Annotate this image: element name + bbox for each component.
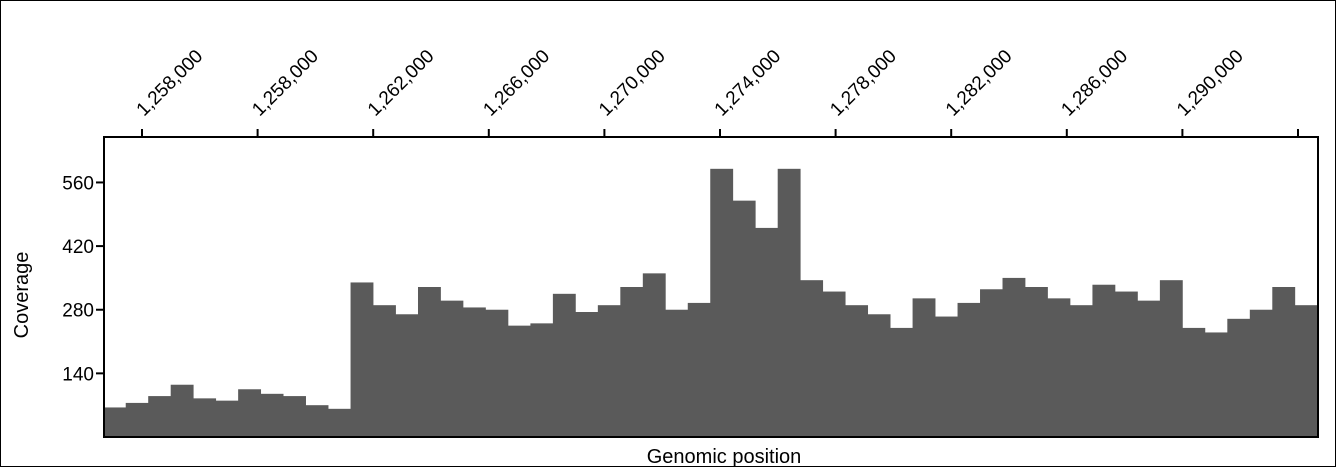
coverage-bar bbox=[890, 327, 913, 437]
coverage-bar bbox=[485, 309, 509, 437]
coverage-bar bbox=[575, 312, 599, 437]
x-axis-title: Genomic position bbox=[647, 446, 802, 467]
coverage-bar bbox=[935, 316, 958, 437]
x-tick-label: 1,258,000 bbox=[248, 46, 323, 121]
coverage-bar bbox=[777, 168, 801, 437]
coverage-bar bbox=[440, 300, 464, 437]
coverage-bar bbox=[957, 302, 981, 437]
coverage-bar bbox=[642, 273, 666, 437]
x-tick-label: 1,278,000 bbox=[826, 46, 901, 121]
coverage-bar bbox=[1069, 305, 1093, 437]
coverage-bar bbox=[1249, 309, 1273, 437]
coverage-bar bbox=[1227, 318, 1251, 437]
coverage-bar bbox=[283, 396, 306, 437]
coverage-bar bbox=[238, 389, 262, 437]
coverage-bar bbox=[1002, 277, 1026, 437]
x-axis-ticks: 1,258,000 1,258,000 1,262,000 1,266,000 1,27… bbox=[133, 46, 1299, 137]
y-axis-title: Coverage bbox=[11, 252, 33, 339]
coverage-bars bbox=[103, 168, 1318, 437]
coverage-bar bbox=[867, 314, 891, 437]
coverage-bar bbox=[260, 393, 284, 437]
coverage-bar bbox=[710, 168, 734, 437]
coverage-bar bbox=[395, 314, 419, 437]
coverage-bar bbox=[1294, 305, 1318, 437]
coverage-bar bbox=[193, 398, 217, 437]
coverage-bar bbox=[1024, 287, 1048, 437]
coverage-bar bbox=[687, 302, 711, 437]
coverage-bar bbox=[800, 280, 824, 437]
x-tick-label: 1,270,000 bbox=[595, 46, 670, 121]
coverage-bar bbox=[125, 402, 149, 437]
coverage-bar bbox=[350, 282, 374, 437]
coverage-bar bbox=[103, 407, 127, 437]
y-tick-label: 560 bbox=[62, 173, 94, 194]
coverage-bar bbox=[215, 400, 239, 437]
coverage-bar bbox=[1114, 291, 1138, 437]
coverage-bar bbox=[1047, 298, 1071, 437]
coverage-bar bbox=[552, 293, 576, 437]
coverage-bar bbox=[148, 396, 172, 437]
coverage-bar bbox=[845, 305, 869, 437]
coverage-bar bbox=[1137, 300, 1161, 437]
coverage-bar bbox=[1182, 327, 1206, 437]
y-axis-ticks: 140 280 420 560 bbox=[62, 173, 104, 385]
y-tick-label: 140 bbox=[62, 364, 94, 385]
coverage-bar bbox=[328, 408, 351, 437]
coverage-bar bbox=[597, 305, 621, 437]
coverage-bar bbox=[912, 298, 936, 437]
y-tick-label: 420 bbox=[62, 237, 94, 258]
coverage-bar bbox=[305, 405, 329, 437]
coverage-bar bbox=[732, 200, 756, 437]
coverage-bar bbox=[1159, 280, 1183, 437]
x-tick-label: 1,266,000 bbox=[479, 46, 554, 121]
coverage-bar bbox=[1204, 332, 1228, 437]
x-tick-label: 1,282,000 bbox=[942, 46, 1017, 121]
x-tick-label: 1,290,000 bbox=[1173, 46, 1248, 121]
coverage-bar bbox=[462, 307, 486, 437]
coverage-bar bbox=[1092, 284, 1116, 437]
coverage-bar bbox=[822, 291, 846, 437]
x-tick-label: 1,258,000 bbox=[133, 46, 208, 121]
coverage-bar bbox=[373, 305, 396, 437]
coverage-bar bbox=[507, 325, 531, 437]
coverage-bar bbox=[665, 309, 689, 437]
plot-border bbox=[103, 136, 1319, 438]
coverage-bar bbox=[417, 287, 441, 437]
y-tick-label: 280 bbox=[62, 301, 94, 322]
coverage-bar bbox=[980, 289, 1003, 437]
coverage-bar bbox=[1272, 287, 1296, 437]
coverage-bar bbox=[530, 323, 554, 437]
x-tick-label: 1,274,000 bbox=[711, 46, 786, 121]
x-tick-label: 1,286,000 bbox=[1057, 46, 1132, 121]
coverage-bar bbox=[755, 227, 779, 437]
plot-area-frame bbox=[103, 136, 1319, 438]
coverage-bar bbox=[170, 384, 194, 437]
x-tick-label: 1,262,000 bbox=[364, 46, 439, 121]
coverage-bar bbox=[620, 287, 644, 437]
